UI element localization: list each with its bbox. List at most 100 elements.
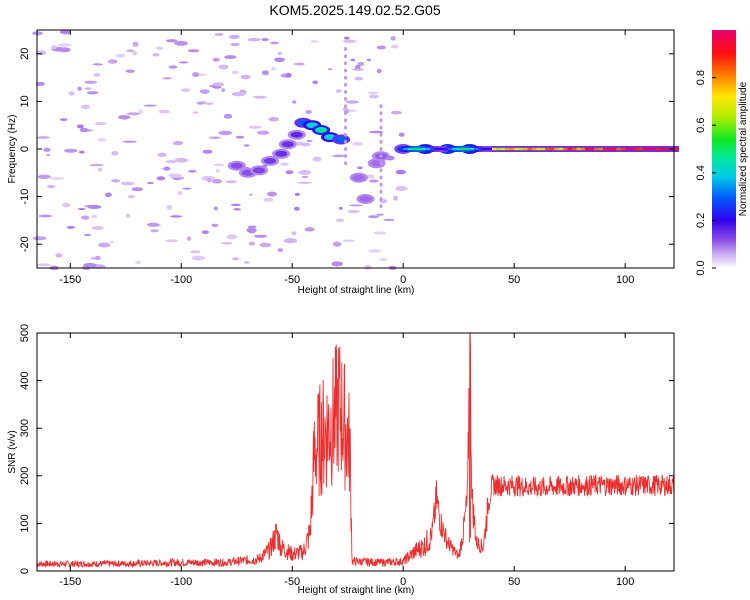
- spectrogram-noise-patch: [357, 61, 365, 66]
- spectrogram-ridge-cell: [290, 131, 303, 138]
- spectrogram-noise-patch: [156, 176, 166, 181]
- spectrogram-streak-cell: [379, 125, 383, 130]
- spectrogram-noise-patch: [304, 227, 315, 232]
- spectrogram-carrier-cell: [492, 147, 497, 151]
- spectrogram-streak-cell: [379, 182, 383, 187]
- spectrogram-y-label: Frequency (Hz): [7, 115, 18, 184]
- spectrogram-noise-patch: [293, 62, 305, 66]
- spectrogram-noise-patch: [364, 264, 372, 270]
- spectrogram-noise-patch: [267, 191, 277, 197]
- spectrogram-noise-patch: [391, 44, 399, 49]
- spectrogram-noise-patch: [312, 80, 319, 85]
- figure-title: KOM5.2025.149.02.52.G05: [269, 2, 440, 18]
- spectrogram-noise-patch: [59, 118, 68, 121]
- spectrogram-noise-patch: [201, 175, 215, 181]
- y-tick-label: 20: [19, 48, 31, 60]
- spectrogram-carrier-cell: [532, 147, 537, 151]
- spectrogram-noise-patch: [243, 261, 250, 264]
- spectrogram-noise-patch: [174, 40, 188, 46]
- spectrogram-noise-patch: [138, 109, 143, 114]
- spectrogram-carrier-cell: [416, 147, 422, 151]
- spectrogram-streak-cell: [344, 75, 347, 80]
- spectrogram-noise-patch: [66, 225, 76, 229]
- spectrogram-noise-patch: [89, 163, 104, 167]
- spectrogram-noise-patch: [143, 104, 157, 107]
- spectrogram-carrier-cell: [429, 147, 435, 151]
- spectrogram-carrier-cell: [514, 147, 520, 151]
- spectrogram-noise-patch: [77, 208, 86, 210]
- snr-x-label: Height of straight line (km): [298, 585, 415, 596]
- spectrogram-noise-patch: [280, 162, 289, 166]
- spectrogram-noise-patch: [158, 109, 170, 114]
- spectrogram-carrier-cell: [634, 147, 639, 151]
- spectrogram-noise-patch: [166, 205, 173, 210]
- spectrogram-carrier-cell: [452, 147, 457, 151]
- spectrogram-noise-patch: [79, 127, 89, 133]
- spectrogram-ridge-cell: [335, 136, 348, 143]
- spectrogram-carrier-cell: [616, 147, 622, 151]
- spectrogram-noise-patch: [298, 170, 312, 175]
- x-tick-label: 0: [400, 274, 406, 286]
- spectrogram-noise-patch: [37, 174, 51, 179]
- spectrogram-noise-patch: [377, 68, 382, 74]
- spectrogram-streak-cell: [344, 147, 347, 151]
- spectrogram-noise-patch: [277, 51, 283, 56]
- y-tick-label: 0: [19, 146, 31, 152]
- spectrogram-carrier-cell: [540, 147, 546, 151]
- spectrogram-ridge-cell: [253, 167, 265, 174]
- spectrogram-noise-patch: [343, 36, 350, 40]
- spectrogram-noise-patch: [331, 261, 344, 267]
- spectrogram-noise-patch: [207, 178, 212, 183]
- spectrogram-noise-patch: [60, 29, 71, 35]
- spectrogram-noise-patch: [146, 222, 160, 227]
- snr-frame: [36, 332, 675, 572]
- spectrogram-noise-patch: [76, 124, 84, 129]
- spectrogram-noise-patch: [248, 125, 262, 129]
- x-tick-label: -150: [59, 576, 81, 588]
- spectrogram-noise-patch: [312, 156, 322, 162]
- spectrogram-noise-patch: [193, 111, 199, 114]
- spectrogram-carrier-cell: [674, 147, 679, 151]
- spectrogram-noise-patch: [58, 47, 71, 53]
- spectrogram-noise-patch: [338, 206, 343, 210]
- spectrogram-noise-patch: [32, 236, 47, 241]
- spectrogram-carrier-cell: [549, 147, 555, 151]
- spectrogram-carrier-cell: [545, 147, 551, 151]
- spectrogram-noise-patch: [230, 42, 240, 47]
- spectrogram-carrier-cell: [518, 147, 524, 151]
- spectrogram-noise-patch: [336, 218, 345, 222]
- spectrogram-noise-patch: [178, 61, 189, 64]
- spectrogram-noise-patch: [246, 227, 257, 233]
- spectrogram-noise-patch: [292, 100, 297, 104]
- spectrogram-noise-patch: [164, 239, 179, 242]
- spectrogram-noise-patch: [97, 138, 106, 142]
- spectrogram-noise-patch: [306, 139, 313, 143]
- spectrogram-noise-patch: [376, 213, 384, 216]
- spectrogram-noise-patch: [383, 218, 395, 222]
- spectrogram-noise-patch: [55, 253, 63, 258]
- spectrogram-noise-patch: [132, 41, 139, 47]
- spectrogram-carrier-cell: [443, 147, 449, 151]
- spectrogram-noise-patch: [390, 36, 396, 41]
- spectrogram-streak-cell: [379, 175, 383, 180]
- spectrogram-noise-patch: [212, 82, 225, 87]
- spectrogram-streak-cell: [344, 125, 347, 130]
- spectrogram-noise-patch: [240, 74, 251, 80]
- spectrogram-noise-patch: [187, 236, 191, 242]
- spectrogram-noise-patch: [92, 63, 103, 66]
- spectrogram-noise-patch: [347, 209, 360, 214]
- spectrogram-noise-patch: [366, 58, 372, 62]
- spectrogram-noise-patch: [199, 89, 210, 94]
- spectrogram-streak-cell: [379, 189, 383, 194]
- spectrogram-noise-patch: [332, 154, 345, 158]
- spectrogram-carrier-cell: [598, 147, 604, 151]
- spectrogram-ridge-cell: [370, 160, 383, 167]
- spectrogram-noise-patch: [165, 160, 177, 164]
- spectrogram-noise-patch: [182, 187, 192, 190]
- spectrogram-carrier-cell: [580, 147, 586, 151]
- spectrogram-noise-patch: [202, 149, 213, 154]
- y-tick-label: 100: [19, 514, 31, 532]
- spectrogram-noise-patch: [177, 191, 183, 196]
- spectrogram-noise-patch: [105, 192, 112, 198]
